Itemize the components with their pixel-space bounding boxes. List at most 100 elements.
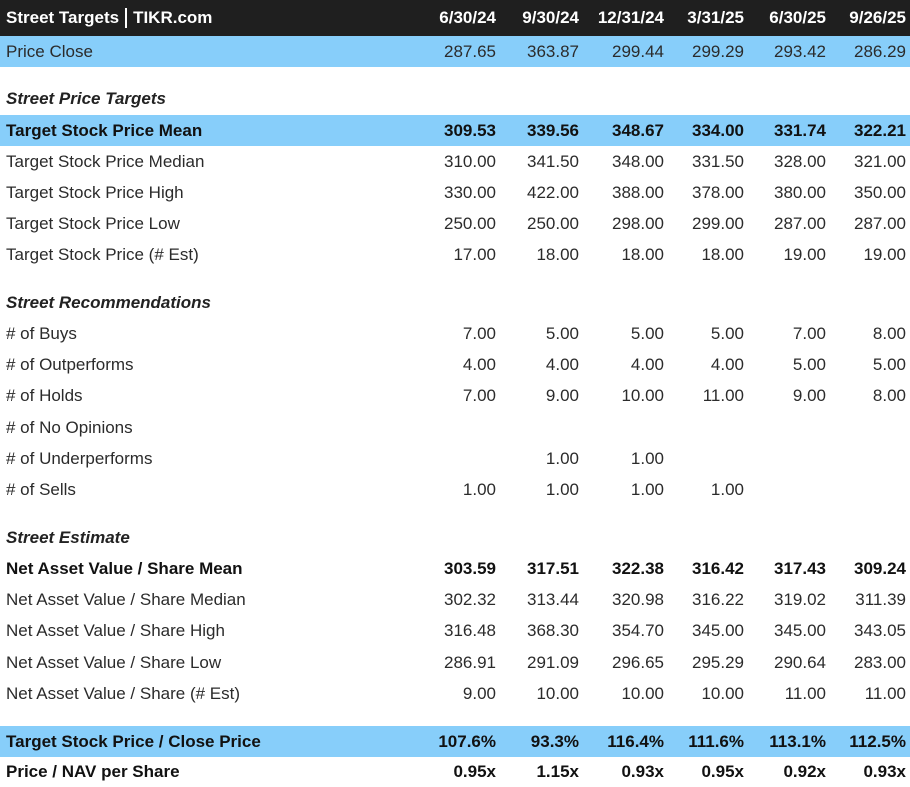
table-cell: 320.98 — [612, 589, 664, 609]
table-cell: 4.00 — [545, 354, 579, 374]
section-street-estimate: Street Estimate — [0, 523, 910, 553]
table-cell: 7.00 — [462, 323, 496, 343]
section-street-recommendations: Street Recommendations — [0, 288, 910, 318]
table-cell: 19.00 — [863, 244, 906, 264]
table-cell: 348.67 — [612, 120, 664, 140]
row-label: Price Close — [6, 41, 93, 61]
table-cell: 11.00 — [784, 683, 826, 703]
title-text: Street Targets — [6, 8, 120, 27]
table-cell: 378.00 — [692, 182, 744, 202]
table-cell: 303.59 — [444, 558, 496, 578]
row-label: Price / NAV per Share — [6, 762, 180, 781]
row-no-opinions: # of No Opinions — [0, 412, 910, 443]
table-cell: 7.00 — [792, 323, 826, 343]
table-cell: 293.42 — [774, 41, 826, 61]
table-cell: 7.00 — [462, 385, 496, 405]
row-target-mean: Target Stock Price Mean 309.53 339.56 34… — [0, 115, 910, 146]
table-cell: 317.51 — [527, 558, 579, 578]
row-label: Net Asset Value / Share High — [6, 620, 225, 640]
table-cell: 422.00 — [527, 182, 579, 202]
table-cell: 317.43 — [774, 558, 826, 578]
table-cell: 1.00 — [545, 448, 579, 468]
table-cell: 322.38 — [612, 558, 664, 578]
table-cell: 331.74 — [774, 120, 826, 140]
table-cell: 321.00 — [854, 151, 906, 171]
row-target-over-close: Target Stock Price / Close Price 107.6% … — [0, 726, 910, 757]
table-cell: 341.50 — [527, 151, 579, 171]
table-cell: 116.4% — [607, 731, 664, 751]
table-cell: 322.21 — [854, 120, 906, 140]
table-cell: 9.00 — [545, 385, 579, 405]
row-label: # of Underperforms — [6, 448, 153, 468]
table-cell: 331.50 — [692, 151, 744, 171]
row-nav-est: Net Asset Value / Share (# Est) 9.00 10.… — [0, 678, 910, 709]
column-header: 6/30/24 — [439, 8, 496, 27]
table-cell: 296.65 — [612, 652, 664, 672]
row-target-high: Target Stock Price High 330.00 422.00 38… — [0, 177, 910, 208]
table-cell: 250.00 — [527, 213, 579, 233]
table-cell: 5.00 — [710, 323, 744, 343]
table-cell: 345.00 — [774, 620, 826, 640]
table-cell: 10.00 — [536, 683, 579, 703]
table-cell: 0.93x — [863, 762, 906, 781]
table-cell: 5.00 — [545, 323, 579, 343]
table-cell: 1.00 — [710, 479, 744, 499]
section-heading: Street Estimate — [6, 528, 130, 547]
table-cell: 4.00 — [462, 354, 496, 374]
table-cell: 18.00 — [701, 244, 744, 264]
table-cell: 299.00 — [692, 213, 744, 233]
row-target-low: Target Stock Price Low 250.00 250.00 298… — [0, 208, 910, 239]
table-cell: 113.1% — [769, 731, 826, 751]
table-cell: 283.00 — [854, 652, 906, 672]
row-nav-high: Net Asset Value / Share High 316.48 368.… — [0, 615, 910, 646]
table-cell: 330.00 — [444, 182, 496, 202]
table-cell: 17.00 — [453, 244, 496, 264]
row-buys: # of Buys 7.00 5.00 5.00 5.00 7.00 8.00 — [0, 318, 910, 349]
row-target-est: Target Stock Price (# Est) 17.00 18.00 1… — [0, 239, 910, 270]
section-heading: Street Price Targets — [6, 89, 166, 108]
row-price-close: Price Close 287.65 363.87 299.44 299.29 … — [0, 36, 910, 67]
row-outperforms: # of Outperforms 4.00 4.00 4.00 4.00 5.0… — [0, 349, 910, 380]
table-cell: 10.00 — [621, 683, 664, 703]
table-cell: 363.87 — [527, 41, 579, 61]
table-cell: 368.30 — [527, 620, 579, 640]
table-cell: 10.00 — [701, 683, 744, 703]
table-cell: 1.15x — [536, 762, 579, 781]
table-cell: 5.00 — [630, 323, 664, 343]
table-cell: 1.00 — [545, 479, 579, 499]
table-cell: 299.29 — [692, 41, 744, 61]
row-label: # of Holds — [6, 385, 83, 405]
table-cell: 345.00 — [692, 620, 744, 640]
column-header: 9/26/25 — [849, 8, 906, 27]
row-target-median: Target Stock Price Median 310.00 341.50 … — [0, 146, 910, 177]
table-cell: 313.44 — [527, 589, 579, 609]
table-cell: 295.29 — [692, 652, 744, 672]
table-cell: 19.00 — [783, 244, 826, 264]
table-cell: 334.00 — [692, 120, 744, 140]
table-cell: 316.48 — [444, 620, 496, 640]
table-cell: 291.09 — [527, 652, 579, 672]
table-cell: 348.00 — [612, 151, 664, 171]
row-nav-low: Net Asset Value / Share Low 286.91 291.0… — [0, 647, 910, 678]
table-cell: 287.00 — [854, 213, 906, 233]
table-cell: 4.00 — [710, 354, 744, 374]
table-cell: 290.64 — [774, 652, 826, 672]
table-cell: 354.70 — [612, 620, 664, 640]
table-cell: 380.00 — [774, 182, 826, 202]
table-cell: 309.24 — [854, 558, 906, 578]
table-cell: 11.00 — [864, 683, 906, 703]
table-cell: 0.92x — [783, 762, 826, 781]
table-cell: 286.29 — [854, 41, 906, 61]
row-price-over-nav: Price / NAV per Share 0.95x 1.15x 0.93x … — [0, 757, 910, 787]
table-cell: 4.00 — [630, 354, 664, 374]
table-cell: 1.00 — [630, 479, 664, 499]
table-cell: 302.32 — [444, 589, 496, 609]
section-street-price-targets: Street Price Targets — [0, 84, 910, 114]
table-cell: 309.53 — [444, 120, 496, 140]
table-cell: 11.00 — [702, 385, 744, 405]
column-header: 9/30/24 — [522, 8, 579, 27]
section-heading: Street Recommendations — [6, 293, 211, 312]
table-cell: 286.91 — [444, 652, 496, 672]
table-cell: 0.95x — [701, 762, 744, 781]
table-cell: 18.00 — [536, 244, 579, 264]
